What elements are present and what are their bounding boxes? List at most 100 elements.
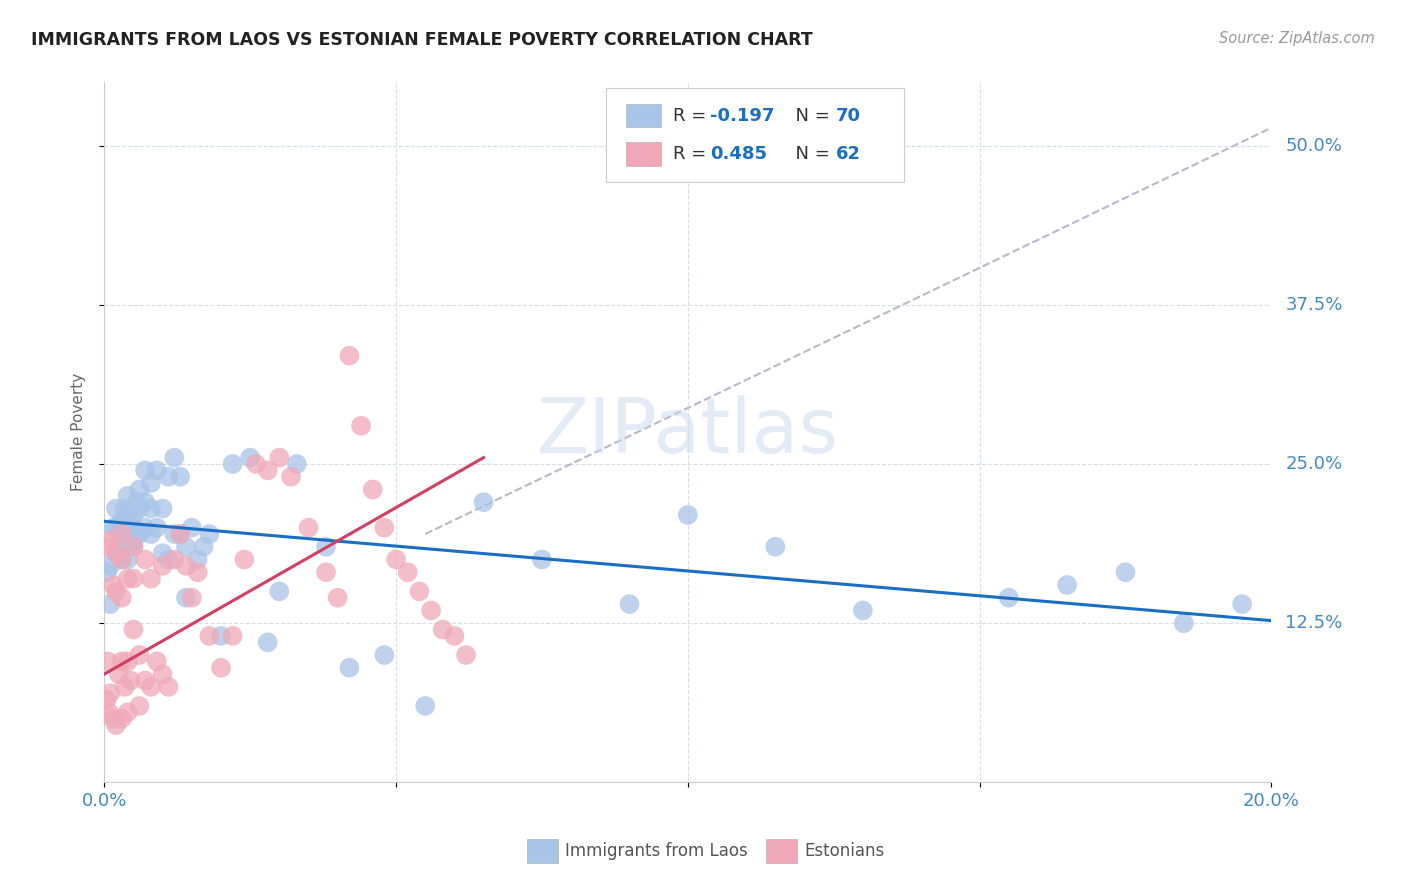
Point xyxy=(152,546,174,560)
Text: -0.197: -0.197 xyxy=(710,106,775,125)
Point xyxy=(108,540,131,554)
Point xyxy=(315,540,337,554)
Text: 50.0%: 50.0% xyxy=(1285,136,1343,154)
Point xyxy=(337,349,360,363)
Point xyxy=(1114,566,1136,580)
Point xyxy=(111,591,134,605)
Text: N =: N = xyxy=(783,106,835,125)
Point xyxy=(134,521,156,535)
Point xyxy=(180,591,202,605)
Point xyxy=(117,654,139,668)
Y-axis label: Female Poverty: Female Poverty xyxy=(72,373,86,491)
Point xyxy=(256,463,278,477)
Point xyxy=(111,527,134,541)
Point xyxy=(297,521,319,535)
Point xyxy=(111,552,134,566)
Point xyxy=(209,661,232,675)
Point xyxy=(146,463,169,477)
Text: IMMIGRANTS FROM LAOS VS ESTONIAN FEMALE POVERTY CORRELATION CHART: IMMIGRANTS FROM LAOS VS ESTONIAN FEMALE … xyxy=(31,31,813,49)
Point xyxy=(454,648,477,662)
Point xyxy=(337,661,360,675)
Point xyxy=(198,629,221,643)
Point xyxy=(221,457,243,471)
Point xyxy=(139,501,162,516)
Point xyxy=(472,495,495,509)
Point xyxy=(209,629,232,643)
FancyBboxPatch shape xyxy=(606,87,904,182)
Point xyxy=(104,521,127,535)
Point xyxy=(174,540,197,554)
Point xyxy=(163,527,186,541)
Point xyxy=(997,591,1019,605)
Point xyxy=(128,483,150,497)
Point xyxy=(285,457,308,471)
Text: ZIPatlas: ZIPatlas xyxy=(537,395,839,469)
Point xyxy=(245,457,267,471)
Point xyxy=(239,450,262,465)
Point xyxy=(163,552,186,566)
Text: R =: R = xyxy=(672,145,711,163)
Text: Immigrants from Laos: Immigrants from Laos xyxy=(565,842,748,860)
Point xyxy=(180,521,202,535)
Point xyxy=(117,552,139,566)
Point xyxy=(146,521,169,535)
Point xyxy=(269,450,291,465)
Point xyxy=(128,648,150,662)
Text: 25.0%: 25.0% xyxy=(1285,455,1343,473)
Point xyxy=(94,540,117,554)
Point xyxy=(134,673,156,688)
Point xyxy=(122,521,145,535)
Point xyxy=(96,566,118,580)
Point xyxy=(104,546,127,560)
Point xyxy=(163,450,186,465)
Point xyxy=(256,635,278,649)
Point xyxy=(373,648,395,662)
Point xyxy=(187,566,209,580)
Point xyxy=(408,584,430,599)
Point xyxy=(104,501,127,516)
Point xyxy=(122,540,145,554)
Point xyxy=(139,527,162,541)
Point xyxy=(122,508,145,522)
Point xyxy=(396,566,419,580)
Point xyxy=(157,469,180,483)
Point xyxy=(361,483,384,497)
Point xyxy=(134,552,156,566)
Point xyxy=(233,552,256,566)
Point xyxy=(128,698,150,713)
Point xyxy=(174,591,197,605)
Point xyxy=(193,540,215,554)
Point xyxy=(111,514,134,528)
Point xyxy=(169,527,191,541)
Point xyxy=(530,552,553,566)
Point xyxy=(763,540,786,554)
Point xyxy=(111,712,134,726)
Point xyxy=(120,673,142,688)
Point xyxy=(134,463,156,477)
Point xyxy=(420,603,443,617)
Point xyxy=(101,521,124,535)
FancyBboxPatch shape xyxy=(626,142,661,166)
Point xyxy=(111,552,134,566)
Point xyxy=(315,566,337,580)
Point xyxy=(98,686,121,700)
Point xyxy=(97,706,120,720)
Point xyxy=(1173,616,1195,631)
Point xyxy=(98,533,121,548)
Point xyxy=(111,533,134,548)
Point xyxy=(152,501,174,516)
Point xyxy=(269,584,291,599)
Point xyxy=(373,521,395,535)
Point xyxy=(443,629,465,643)
Text: 0.485: 0.485 xyxy=(710,145,768,163)
Text: Estonians: Estonians xyxy=(804,842,884,860)
Point xyxy=(187,552,209,566)
Point xyxy=(139,680,162,694)
Point xyxy=(117,508,139,522)
Point xyxy=(122,533,145,548)
Point xyxy=(125,495,148,509)
Point xyxy=(101,578,124,592)
Text: Source: ZipAtlas.com: Source: ZipAtlas.com xyxy=(1219,31,1375,46)
Point xyxy=(134,495,156,509)
Point xyxy=(1230,597,1253,611)
